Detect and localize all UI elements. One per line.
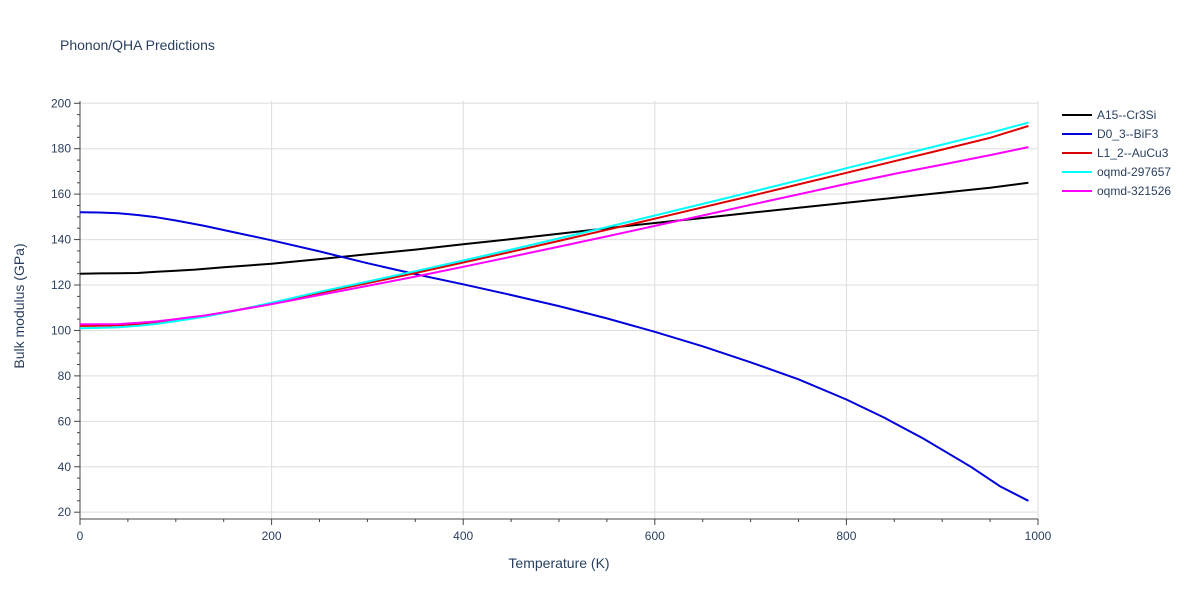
- y-tick-label: 180: [51, 142, 71, 156]
- legend-label: oqmd-297657: [1097, 165, 1171, 179]
- legend-label: A15--Cr3Si: [1097, 108, 1156, 122]
- y-tick-label: 40: [58, 460, 72, 474]
- legend-label: oqmd-321526: [1097, 184, 1171, 198]
- axes: 0 200 400 600 800 1000 20 40 60 80 100 120 140 160 180…: [51, 96, 1052, 543]
- legend-item[interactable]: oqmd-297657: [1062, 165, 1171, 179]
- y-tick-label: 200: [51, 96, 71, 110]
- grid: [80, 101, 1039, 519]
- legend-label: D0_3--BiF3: [1097, 127, 1159, 141]
- legend-label: L1_2--AuCu3: [1097, 146, 1169, 160]
- y-tick-label: 60: [58, 414, 72, 428]
- y-tick-label: 160: [51, 187, 71, 201]
- x-tick-label: 200: [262, 529, 282, 543]
- x-tick-label: 600: [645, 529, 665, 543]
- x-tick-label: 400: [453, 529, 473, 543]
- legend-item[interactable]: A15--Cr3Si: [1062, 108, 1156, 122]
- y-tick-label: 120: [51, 278, 71, 292]
- series-line-L1_2--AuCu3: [79, 125, 1029, 327]
- x-tick-label: 1000: [1025, 529, 1052, 543]
- legend[interactable]: A15--Cr3Si D0_3--BiF3 L1_2--AuCu3 oqmd-2976…: [1062, 108, 1171, 198]
- legend-item[interactable]: D0_3--BiF3: [1062, 127, 1159, 141]
- y-tick-label: 80: [58, 369, 72, 383]
- y-axis-title: Bulk modulus (GPa): [11, 243, 27, 368]
- x-axis-title: Temperature (K): [508, 555, 609, 571]
- series-line-A15--Cr3Si: [79, 181, 1029, 275]
- series-layer: [79, 121, 1029, 502]
- series-line-oqmd-297657: [79, 121, 1029, 330]
- y-tick-label: 140: [51, 233, 71, 247]
- y-tick-label: 100: [51, 323, 71, 337]
- x-tick-label: 0: [77, 529, 84, 543]
- series-line-oqmd-321526: [80, 146, 1029, 326]
- legend-item[interactable]: oqmd-321526: [1062, 184, 1171, 198]
- chart-title: Phonon/QHA Predictions: [60, 37, 215, 53]
- legend-item[interactable]: L1_2--AuCu3: [1062, 146, 1169, 160]
- series-line-D0_3--BiF3: [79, 211, 1029, 502]
- x-tick-label: 800: [836, 529, 856, 543]
- y-tick-label: 20: [58, 505, 72, 519]
